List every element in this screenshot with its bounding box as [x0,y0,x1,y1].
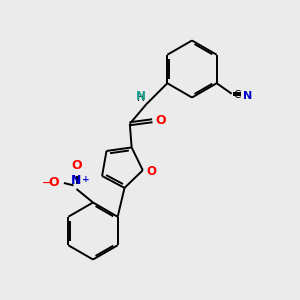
Text: N: N [243,91,252,101]
Text: N: N [136,90,146,103]
Text: N: N [71,175,82,188]
Text: −: − [42,178,51,188]
Text: O: O [146,165,156,178]
Text: O: O [155,114,166,127]
Text: H: H [137,93,145,103]
Text: O: O [71,159,82,172]
Text: O: O [49,176,59,190]
Text: C: C [234,90,241,100]
Text: +: + [82,175,89,184]
